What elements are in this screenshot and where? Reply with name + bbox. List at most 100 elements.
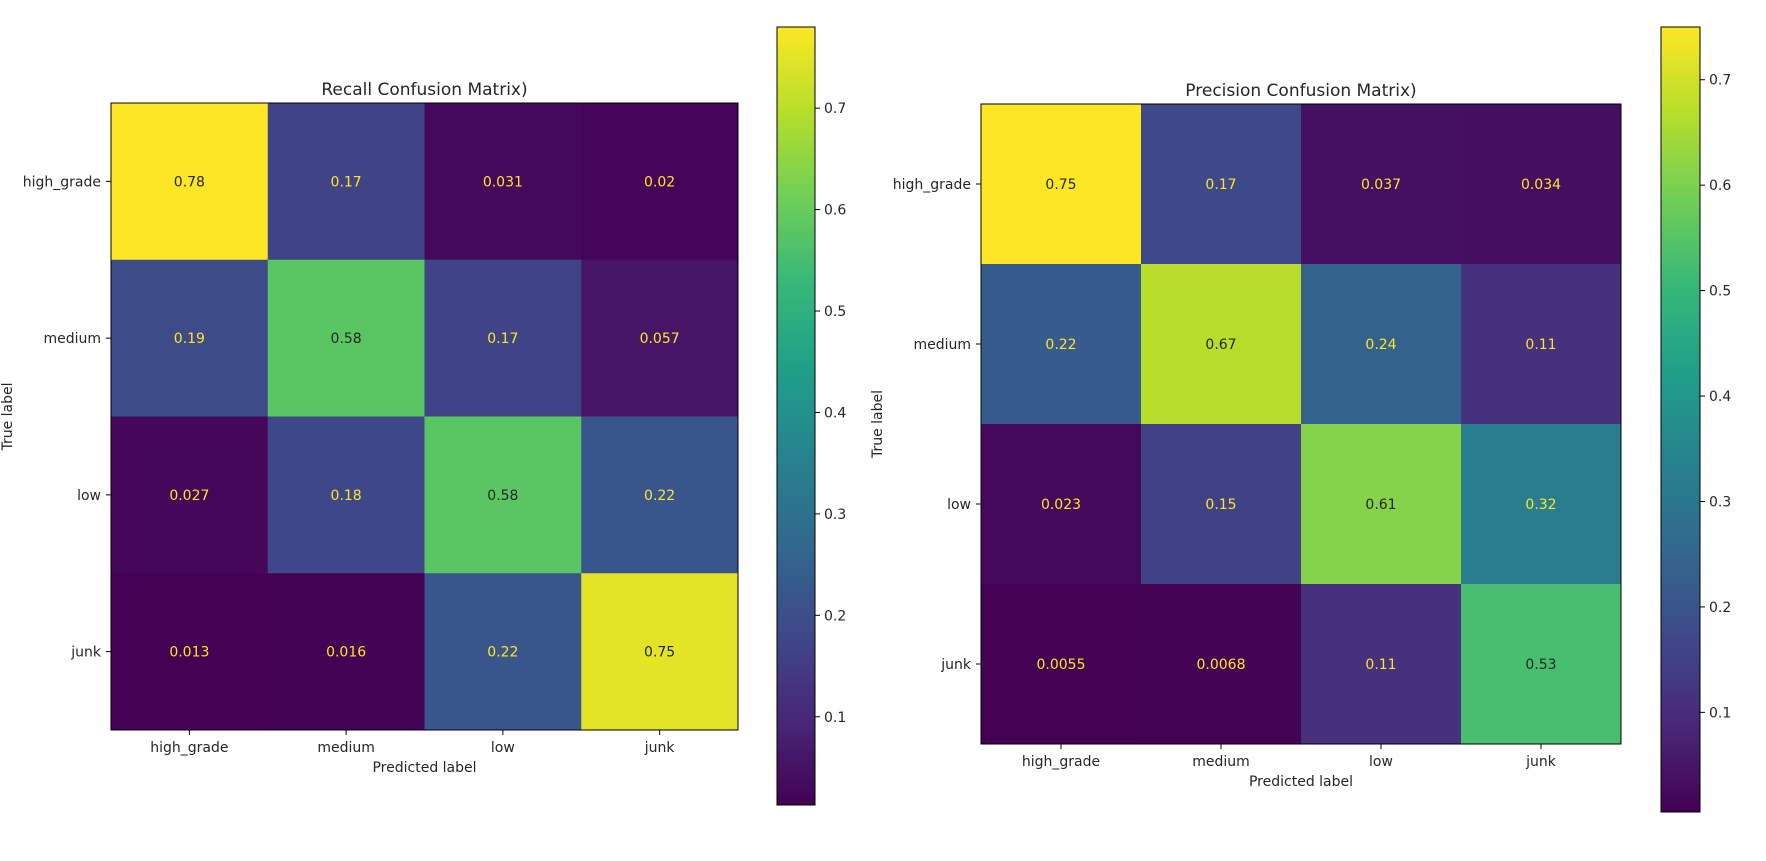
colorbar-tick-label: 0.5 bbox=[1709, 284, 1731, 300]
x-tick-label: low bbox=[1369, 754, 1393, 770]
heatmap-cell bbox=[1461, 264, 1622, 425]
cell-value-label: 0.22 bbox=[644, 488, 675, 504]
cell-value-label: 0.11 bbox=[1525, 337, 1556, 353]
cell-value-label: 0.02 bbox=[644, 174, 675, 190]
heatmap-cell bbox=[1461, 584, 1622, 745]
heatmap-cell bbox=[981, 424, 1142, 585]
colorbar-tick-label: 0.7 bbox=[824, 101, 846, 117]
colorbar-tick-label: 0.4 bbox=[824, 405, 846, 421]
cell-value-label: 0.78 bbox=[174, 174, 205, 190]
cell-value-label: 0.61 bbox=[1365, 497, 1396, 513]
cell-value-label: 0.0055 bbox=[1037, 657, 1086, 673]
cell-value-label: 0.32 bbox=[1525, 497, 1556, 513]
y-tick-label: low bbox=[77, 488, 101, 504]
heatmap-cell bbox=[424, 416, 582, 574]
y-tick-label: junk bbox=[70, 645, 102, 661]
colorbar-tick-label: 0.3 bbox=[824, 507, 846, 523]
colorbar-tick-label: 0.1 bbox=[1709, 705, 1731, 721]
heatmap-cell bbox=[1301, 584, 1462, 745]
y-tick-label: medium bbox=[43, 331, 101, 347]
cell-value-label: 0.0068 bbox=[1197, 657, 1246, 673]
heatmap-cell bbox=[424, 573, 582, 731]
heatmap-cell bbox=[981, 104, 1142, 265]
x-axis-label: Predicted label bbox=[372, 760, 476, 776]
cell-value-label: 0.016 bbox=[326, 645, 366, 661]
recall-confusion-matrix: 0.78 0.17 0.031 0.02 0.19 0.58 0.17 0.057 0.027 0… bbox=[0, 26, 846, 806]
cell-value-label: 0.22 bbox=[487, 645, 518, 661]
heatmap-cell bbox=[1461, 104, 1622, 265]
heatmap-cell bbox=[581, 573, 739, 731]
x-axis-label: Predicted label bbox=[1249, 774, 1353, 790]
heatmap-cell bbox=[267, 103, 425, 261]
heatmap-cell bbox=[1141, 424, 1302, 585]
colorbar-tick-label: 0.5 bbox=[824, 304, 846, 320]
heatmap-cell bbox=[111, 573, 269, 731]
plot-frame bbox=[980, 103, 1622, 745]
y-tick-label: high_grade bbox=[23, 174, 101, 190]
cell-value-label: 0.15 bbox=[1205, 497, 1236, 513]
x-tick-label: junk bbox=[644, 740, 676, 756]
heatmap-cell bbox=[581, 103, 739, 261]
y-tick-label: medium bbox=[913, 337, 971, 353]
y-axis-label: True label bbox=[870, 390, 886, 459]
heatmap-cell bbox=[267, 259, 425, 417]
cell-value-label: 0.75 bbox=[644, 645, 675, 661]
heatmap-cell bbox=[1461, 424, 1622, 585]
cell-value-label: 0.11 bbox=[1365, 657, 1396, 673]
x-tick-label: low bbox=[491, 740, 515, 756]
cell-value-label: 0.17 bbox=[331, 174, 362, 190]
plot-frame bbox=[110, 102, 739, 731]
heatmap-cell bbox=[424, 103, 582, 261]
y-tick-label: high_grade bbox=[893, 177, 971, 193]
cell-value-label: 0.031 bbox=[483, 174, 523, 190]
heatmap-cell bbox=[1301, 104, 1462, 265]
x-tick-label: medium bbox=[317, 740, 375, 756]
heatmap-cell bbox=[111, 259, 269, 417]
heatmap-cell bbox=[1141, 264, 1302, 425]
x-tick-label: high_grade bbox=[150, 740, 228, 756]
cell-value-label: 0.67 bbox=[1205, 337, 1236, 353]
colorbar-tick-label: 0.6 bbox=[1709, 178, 1731, 194]
cell-value-label: 0.18 bbox=[331, 488, 362, 504]
cell-value-label: 0.057 bbox=[640, 331, 680, 347]
y-axis-label: True label bbox=[0, 382, 16, 451]
y-tick-label: junk bbox=[940, 657, 972, 673]
precision-confusion-matrix: 0.75 0.17 0.037 0.034 0.22 0.67 0.24 0.11 0.023 0… bbox=[870, 26, 1731, 813]
x-tick-label: medium bbox=[1192, 754, 1250, 770]
cell-value-label: 0.023 bbox=[1041, 497, 1081, 513]
cell-value-label: 0.17 bbox=[487, 331, 518, 347]
cell-value-label: 0.58 bbox=[331, 331, 362, 347]
heatmap-cell bbox=[267, 573, 425, 731]
chart-title: Precision Confusion Matrix) bbox=[1185, 81, 1416, 101]
cell-value-label: 0.58 bbox=[487, 488, 518, 504]
cell-value-label: 0.013 bbox=[169, 645, 209, 661]
cell-value-label: 0.53 bbox=[1525, 657, 1556, 673]
heatmap-cell bbox=[1141, 584, 1302, 745]
y-tick-label: low bbox=[947, 497, 971, 513]
heatmap-cell bbox=[424, 259, 582, 417]
cell-value-label: 0.037 bbox=[1361, 177, 1401, 193]
cell-value-label: 0.75 bbox=[1045, 177, 1076, 193]
colorbar bbox=[1660, 26, 1701, 813]
heatmap-cell bbox=[1301, 264, 1462, 425]
heatmap-cell bbox=[267, 416, 425, 574]
colorbar-tick-label: 0.7 bbox=[1709, 73, 1731, 89]
colorbar-tick-label: 0.2 bbox=[1709, 600, 1731, 616]
cell-value-label: 0.17 bbox=[1205, 177, 1236, 193]
colorbar bbox=[776, 26, 816, 806]
colorbar-tick-label: 0.6 bbox=[824, 203, 846, 219]
cell-value-label: 0.22 bbox=[1045, 337, 1076, 353]
cell-value-label: 0.027 bbox=[169, 488, 209, 504]
cell-value-label: 0.19 bbox=[174, 331, 205, 347]
heatmap-cell bbox=[111, 416, 269, 574]
colorbar-tick-label: 0.1 bbox=[824, 710, 846, 726]
heatmap-cell bbox=[581, 416, 739, 574]
cell-value-label: 0.24 bbox=[1365, 337, 1396, 353]
heatmap-cell bbox=[981, 264, 1142, 425]
heatmap-cell bbox=[981, 584, 1142, 745]
x-tick-label: junk bbox=[1525, 754, 1557, 770]
chart-title: Recall Confusion Matrix) bbox=[321, 80, 527, 100]
heatmap-cell bbox=[1141, 104, 1302, 265]
cell-value-label: 0.034 bbox=[1521, 177, 1561, 193]
